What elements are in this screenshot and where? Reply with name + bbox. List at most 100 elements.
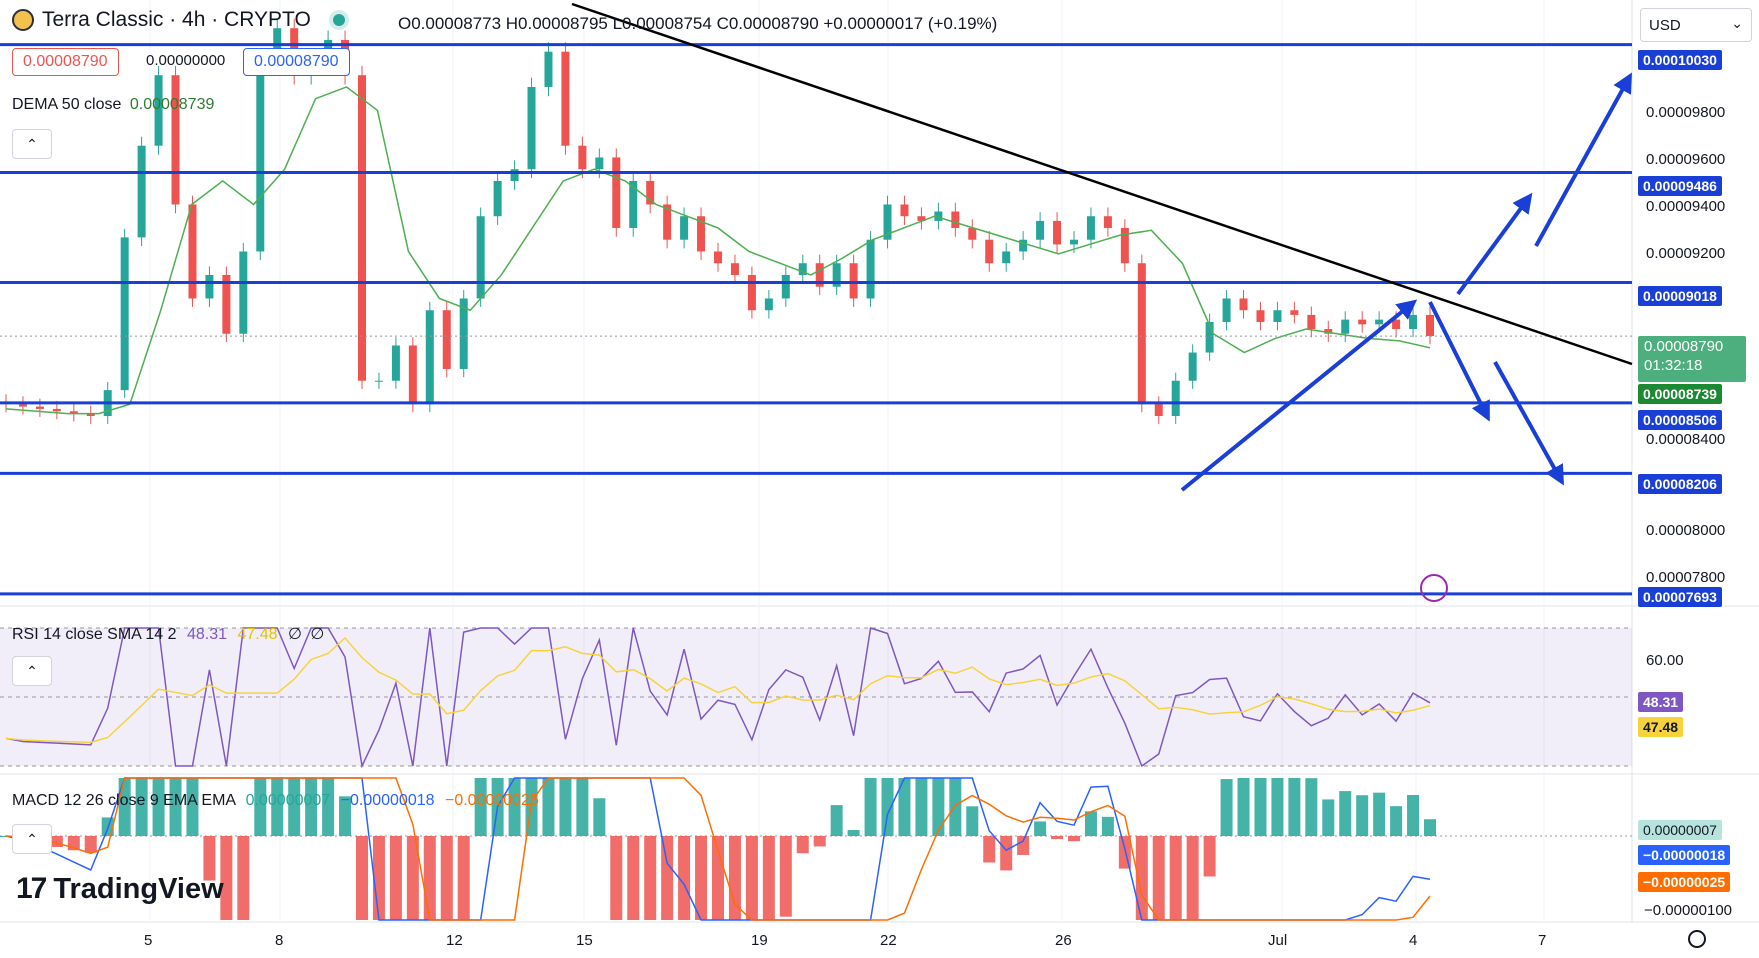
chevron-down-icon: ⌄ <box>1731 15 1743 31</box>
candle-body <box>1171 380 1180 416</box>
collapse-legend-button[interactable]: ⌃ <box>12 129 52 159</box>
time-tick: 19 <box>751 932 768 949</box>
candle-body <box>917 216 926 221</box>
settings-gear-icon[interactable] <box>1688 930 1706 948</box>
candle-body <box>1324 329 1333 334</box>
macd-histogram-bar <box>406 836 419 920</box>
candle-body <box>714 251 722 264</box>
candle-body <box>663 204 672 240</box>
macd-hist-value: 0.00000007 <box>245 792 331 809</box>
candle-body <box>900 204 909 217</box>
candle-body <box>425 310 434 405</box>
chevron-up-icon: ⌃ <box>26 136 38 152</box>
macd-histogram-bar <box>1373 792 1386 836</box>
macd-histogram-bar <box>1220 779 1233 836</box>
dema-value: 0.00008739 <box>129 96 215 113</box>
candle-body <box>544 51 553 87</box>
projection-arrow <box>1534 72 1632 247</box>
price-tick: 0.00008400 <box>1646 431 1726 448</box>
candle-body <box>1137 263 1146 405</box>
candle-body <box>1070 239 1078 245</box>
logo-text: TradingView <box>53 872 224 905</box>
candle-body <box>69 411 78 414</box>
macd-histogram-bar <box>1034 821 1047 836</box>
level-label: 0.00007693 <box>1638 587 1722 607</box>
macd-hist-axis-label: 0.00000007 <box>1638 820 1722 840</box>
macd-histogram-bar <box>1356 795 1369 836</box>
macd-histogram-bar <box>339 796 352 836</box>
macd-histogram-bar <box>1101 816 1114 836</box>
rsi-legend[interactable]: RSI 14 close SMA 14 2 48.31 47.48 ∅ ∅ <box>12 624 324 644</box>
rsi-sma-line <box>5 636 1431 744</box>
macd-histogram-bar <box>695 836 708 920</box>
rsi-extra-2: ∅ <box>310 626 325 643</box>
chevron-up-icon: ⌃ <box>26 663 38 679</box>
time-tick: 22 <box>880 932 897 949</box>
currency-selector[interactable]: USD ⌄ <box>1640 8 1752 42</box>
macd-histogram-bar <box>610 836 623 920</box>
candle-body <box>137 145 146 238</box>
sell-price-button[interactable]: 0.00008790 <box>12 48 119 76</box>
candle-body <box>527 86 536 170</box>
macd-histogram-bar <box>559 778 572 836</box>
candle-body <box>866 239 875 299</box>
macd-histogram-bar <box>542 778 555 836</box>
chevron-up-icon: ⌃ <box>26 831 38 847</box>
time-tick: 7 <box>1538 932 1547 949</box>
candle-body <box>781 274 790 299</box>
candle-body <box>578 145 587 170</box>
macd-histogram-bar <box>186 778 199 836</box>
dema-legend[interactable]: DEMA 50 close 0.00008739 <box>12 96 214 114</box>
time-tick: 8 <box>275 932 284 949</box>
symbol-header[interactable]: Terra Classic · 4h · CRYPTO <box>12 8 345 32</box>
macd-collapse-button[interactable]: ⌃ <box>12 824 52 854</box>
candle-body <box>968 227 977 240</box>
macd-histogram-bar <box>847 830 860 836</box>
last-price-label: 0.00008790 01:32:18 <box>1638 336 1746 382</box>
macd-histogram-bar <box>1051 836 1064 840</box>
macd-histogram-bar <box>288 778 301 836</box>
currency-label: USD <box>1649 17 1681 34</box>
rsi-sma-axis-label: 47.48 <box>1638 717 1684 737</box>
candle-body <box>1154 404 1163 416</box>
macd-histogram-bar <box>322 778 335 836</box>
macd-histogram-bar <box>949 778 962 836</box>
buy-price-button[interactable]: 0.00008790 <box>243 48 350 76</box>
candle-body <box>1426 314 1434 337</box>
macd-legend[interactable]: MACD 12 26 close 9 EMA EMA 0.00000007 −0… <box>12 792 539 810</box>
projection-arrow <box>1428 301 1490 422</box>
macd-histogram-bar <box>712 836 724 920</box>
candle-body <box>154 75 163 146</box>
candle-body <box>697 216 706 252</box>
macd-histogram-bar <box>152 778 165 836</box>
tradingview-logo[interactable]: 17 TradingView <box>16 872 224 906</box>
candle-body <box>1019 239 1028 252</box>
macd-histogram-bar <box>779 836 792 917</box>
macd-histogram-bar <box>576 778 589 836</box>
time-tick: Jul <box>1268 932 1288 949</box>
macd-histogram-bar <box>84 836 97 853</box>
macd-tick: −0.00000100 <box>1644 902 1733 919</box>
candle-body <box>595 157 604 170</box>
candle-body <box>1002 251 1011 264</box>
candle-body <box>1036 220 1045 240</box>
rsi-collapse-button[interactable]: ⌃ <box>12 656 52 686</box>
candle-body <box>1239 298 1248 311</box>
candle-body <box>171 75 180 205</box>
candle-body <box>18 404 27 407</box>
macd-axis-label: −0.00000018 <box>1638 845 1731 865</box>
time-tick: 15 <box>576 932 593 949</box>
rsi-axis-label: 48.31 <box>1638 692 1684 712</box>
candle-body <box>832 263 841 287</box>
macd-histogram-bar <box>237 836 250 920</box>
macd-histogram-bar <box>118 778 131 836</box>
macd-signal-line <box>5 777 1431 921</box>
macd-histogram-bar <box>915 778 928 836</box>
candle-body <box>629 180 638 228</box>
candle-body <box>1256 310 1265 322</box>
macd-histogram-bar <box>1305 778 1318 836</box>
macd-histogram-bar <box>50 836 63 848</box>
last-price-value: 0.00008790 <box>1644 338 1724 355</box>
time-tick: 4 <box>1409 932 1418 949</box>
